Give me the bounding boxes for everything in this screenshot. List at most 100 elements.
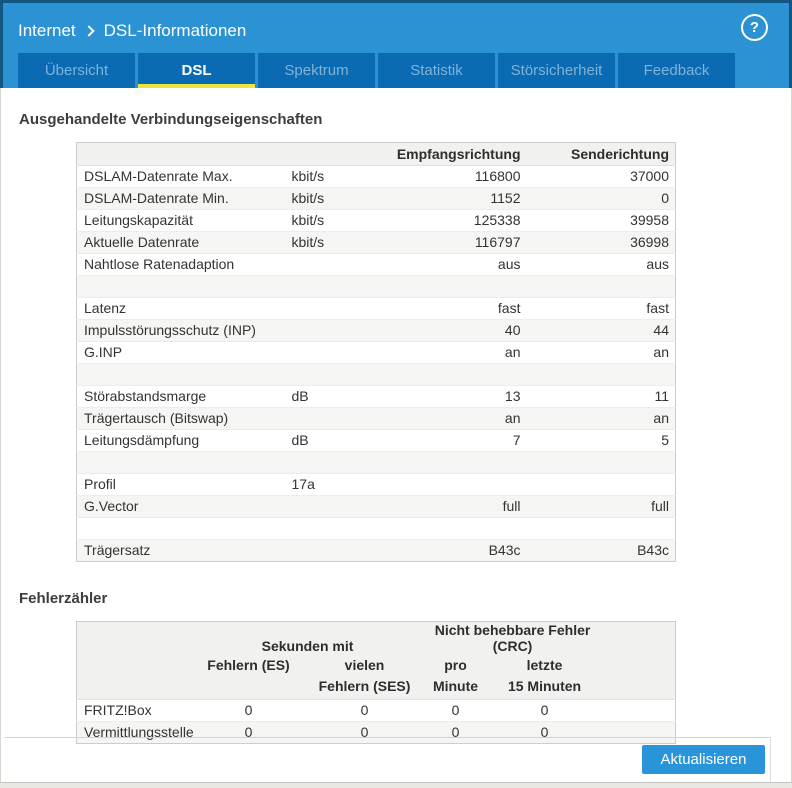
tab-spektrum[interactable]: Spektrum	[258, 53, 375, 88]
tab-statistik[interactable]: Statistik	[378, 53, 495, 88]
error-value-cell: 0	[423, 721, 488, 744]
error-table: Sekunden mit Nicht behebbare Fehler (CRC…	[76, 621, 677, 744]
header-cell-per-minute: pro Minute	[423, 655, 488, 700]
tab-feedback[interactable]: Feedback	[618, 53, 735, 88]
connection-table: Empfangsrichtung Senderichtung DSLAM-Dat…	[76, 142, 676, 562]
filler-cell	[601, 699, 676, 722]
error-value-cell: 0	[305, 721, 424, 744]
tab-uebersicht[interactable]: Übersicht	[18, 53, 135, 88]
header-cell-upstream: Senderichtung	[526, 142, 676, 166]
unit-cell	[291, 539, 374, 562]
error-sub-header-row: Fehlern (ES) vielen Fehlern (SES) pro Mi…	[76, 655, 676, 700]
property-cell: Trägertausch (Bitswap)	[76, 407, 292, 430]
property-cell: G.Vector	[76, 495, 292, 518]
unit-cell: 17a	[291, 473, 374, 496]
error-value-cell: 0	[423, 699, 488, 722]
property-cell	[76, 275, 292, 298]
property-cell: Leitungskapazität	[76, 209, 292, 232]
property-cell	[76, 517, 292, 540]
upstream-value-cell: 11	[526, 385, 676, 408]
property-cell: Leitungsdämpfung	[76, 429, 292, 452]
upstream-value-cell	[526, 363, 676, 386]
header-cell-empty	[76, 621, 192, 655]
connection-row: DSLAM-Datenrate Max. kbit/s 116800 37000	[76, 165, 676, 188]
footer-bar: Aktualisieren	[5, 737, 771, 782]
device-cell: FRITZ!Box	[76, 699, 192, 722]
connection-table-body: DSLAM-Datenrate Max. kbit/s 116800 37000 DSL…	[76, 165, 676, 562]
unit-cell	[291, 363, 374, 386]
unit-cell	[291, 275, 374, 298]
question-mark-icon: ?	[749, 19, 760, 36]
tab-stoersicherheit[interactable]: Störsicherheit	[498, 53, 615, 88]
section-title-connection: Ausgehandelte Verbindungseigenschaften	[19, 111, 323, 128]
app-header: Internet DSL-Informationen ? Übersicht DS…	[0, 0, 792, 88]
upstream-value-cell: B43c	[526, 539, 676, 562]
upstream-value-cell: 39958	[526, 209, 676, 232]
downstream-value-cell	[373, 451, 527, 474]
header-cell-downstream: Empfangsrichtung	[373, 142, 527, 166]
downstream-value-cell: 116797	[373, 231, 527, 254]
header-cell-crc-group: Nicht behebbare Fehler (CRC)	[423, 621, 602, 655]
tab-dsl[interactable]: DSL	[138, 53, 255, 88]
error-value-cell: 0	[487, 699, 602, 722]
spacer-row	[76, 451, 676, 474]
device-cell: Vermittlungsstelle	[76, 721, 194, 744]
tab-bar: Übersicht DSL Spektrum Statistik Störsicherh…	[18, 53, 735, 88]
header-cell-last-15: letzte 15 Minuten	[487, 655, 602, 700]
spacer-row	[76, 363, 676, 386]
error-row: Vermittlungsstelle 0 0 0 0	[76, 721, 676, 744]
downstream-value-cell: full	[373, 495, 527, 518]
connection-row: Leitungskapazität kbit/s 125338 39958	[76, 209, 676, 232]
downstream-value-cell: B43c	[373, 539, 527, 562]
property-cell: Trägersatz	[76, 539, 292, 562]
connection-header-row: Empfangsrichtung Senderichtung	[76, 142, 676, 166]
upstream-value-cell: 0	[526, 187, 676, 210]
connection-row: Trägertausch (Bitswap) an an	[76, 407, 676, 430]
error-value-cell: 0	[305, 699, 424, 722]
unit-cell: dB	[291, 429, 374, 452]
unit-cell: kbit/s	[291, 187, 374, 210]
refresh-button[interactable]: Aktualisieren	[642, 745, 765, 774]
connection-row: Leitungsdämpfung dB 7 5	[76, 429, 676, 452]
header-cell-empty	[601, 655, 676, 700]
property-cell: Aktuelle Datenrate	[76, 231, 292, 254]
unit-cell	[291, 451, 374, 474]
upstream-value-cell	[526, 473, 676, 496]
error-row: FRITZ!Box 0 0 0 0	[76, 699, 676, 722]
downstream-value-cell	[373, 363, 527, 386]
chevron-right-icon	[82, 25, 95, 37]
property-cell: Nahtlose Ratenadaption	[76, 253, 292, 276]
upstream-value-cell	[526, 517, 676, 540]
connection-row: Profil 17a	[76, 473, 676, 496]
connection-row: Impulsstörungsschutz (INP) 40 44	[76, 319, 676, 342]
unit-cell	[291, 495, 374, 518]
upstream-value-cell: 36998	[526, 231, 676, 254]
spacer-row	[76, 275, 676, 298]
header-cell-empty	[601, 621, 676, 655]
breadcrumb-section[interactable]: Internet	[18, 21, 76, 40]
property-cell: DSLAM-Datenrate Max.	[76, 165, 292, 188]
filler-cell	[601, 721, 676, 744]
unit-cell: kbit/s	[291, 165, 374, 188]
header-cell-seconds-group: Sekunden mit	[191, 621, 424, 655]
spacer-row	[76, 517, 676, 540]
upstream-value-cell	[526, 451, 676, 474]
downstream-value-cell	[373, 473, 527, 496]
content-area: Ausgehandelte Verbindungseigenschaften E…	[0, 88, 792, 782]
error-table-body: FRITZ!Box 0 0 0 0 Vermittlungsstelle 0 0 0 0	[76, 699, 676, 744]
unit-cell	[291, 407, 374, 430]
connection-row: Nahtlose Ratenadaption aus aus	[76, 253, 676, 276]
property-cell: Profil	[76, 473, 292, 496]
connection-row: Aktuelle Datenrate kbit/s 116797 36998	[76, 231, 676, 254]
header-cell-ses: vielen Fehlern (SES)	[305, 655, 424, 700]
downstream-value-cell: 116800	[373, 165, 527, 188]
upstream-value-cell: 37000	[526, 165, 676, 188]
help-button[interactable]: ?	[741, 14, 768, 41]
downstream-value-cell: 40	[373, 319, 527, 342]
downstream-value-cell: fast	[373, 297, 527, 320]
property-cell: DSLAM-Datenrate Min.	[76, 187, 292, 210]
unit-cell	[291, 297, 374, 320]
connection-row: G.Vector full full	[76, 495, 676, 518]
downstream-value-cell	[373, 275, 527, 298]
error-value-cell: 0	[487, 721, 602, 744]
